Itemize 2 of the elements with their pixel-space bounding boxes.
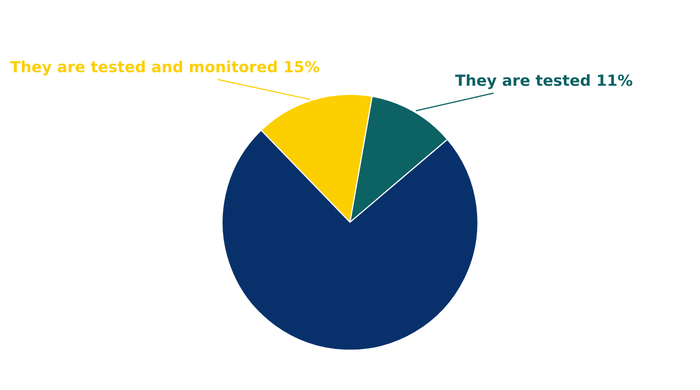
slice-label: They are tested and monitored 15% [10,60,320,76]
slice-label: They are tested 11% [455,74,632,90]
